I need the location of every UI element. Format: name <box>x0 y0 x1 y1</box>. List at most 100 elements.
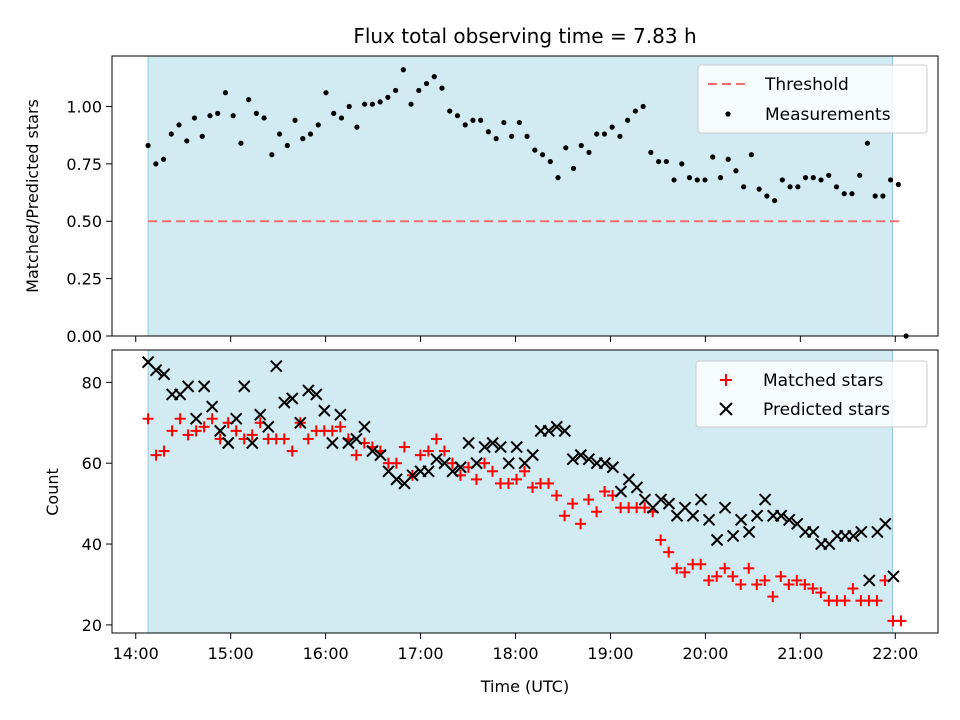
matched-star-point <box>326 425 338 437</box>
top-y-ticks: 0.00 0.25 0.50 0.75 1.00 <box>66 97 112 346</box>
measurement-point <box>524 133 530 139</box>
matched-star-point <box>559 510 571 522</box>
measurement-point <box>423 80 430 87</box>
predicted-star-point <box>726 529 740 543</box>
measurement-point <box>230 113 236 119</box>
matched-star-point <box>743 562 755 574</box>
measurement-point <box>802 175 809 181</box>
measurement-point <box>408 101 414 107</box>
measurement-point <box>818 177 824 183</box>
matched-star-point <box>711 570 723 582</box>
top-axes-frame <box>111 55 939 337</box>
measurement-point <box>609 124 615 130</box>
legend-predicted-swatch <box>719 402 733 416</box>
y-tick-label: 80 <box>82 373 102 392</box>
bottom-y-ticks: 20 40 60 80 <box>82 373 112 635</box>
matched-star-point <box>815 587 827 599</box>
predicted-star-point <box>366 444 379 458</box>
matched-star-point <box>230 425 242 437</box>
measurement-point <box>810 175 816 181</box>
matched-star-point <box>286 445 298 457</box>
measurement-point <box>323 90 329 96</box>
predicted-star-point <box>286 392 299 405</box>
matched-star-point <box>190 425 202 437</box>
measurement-point <box>431 74 437 80</box>
matched-star-point <box>655 534 667 546</box>
measurement-point <box>601 131 608 137</box>
measurement-point <box>795 184 801 190</box>
matched-star-point <box>791 574 803 586</box>
matched-star-point <box>511 473 523 485</box>
predicted-star-point <box>422 465 435 478</box>
matched-star-point <box>503 477 515 489</box>
measurement-point <box>648 149 654 155</box>
predicted-star-point <box>270 359 283 373</box>
measurement-point <box>369 101 375 107</box>
measurement-point <box>849 191 855 197</box>
measurement-point <box>501 119 507 126</box>
measurement-point <box>578 142 584 149</box>
measurement-point <box>586 149 592 155</box>
predicted-star-point <box>702 513 716 527</box>
predicted-star-point <box>238 380 251 393</box>
measurement-point <box>833 184 840 190</box>
bottom-x-ticks: 14:00 15:00 16:00 17:00 18:00 19:00 20:00 21:00… <box>113 633 918 663</box>
bottom-legend-box <box>695 360 928 428</box>
predicted-star-point <box>189 412 203 425</box>
predicted-star-point <box>254 408 267 421</box>
matched-star-point <box>470 473 482 485</box>
matched-star-point <box>150 449 162 461</box>
matched-star-point <box>350 449 362 461</box>
predicted-star-point <box>454 461 467 474</box>
legend-measurements-label: Measurements <box>765 105 891 125</box>
matched-star-point <box>895 615 907 627</box>
measurement-point <box>748 152 755 158</box>
legend-measurements-swatch <box>725 111 731 117</box>
measurement-point <box>346 103 352 110</box>
measurement-point <box>362 101 368 107</box>
matched-star-point <box>422 445 434 457</box>
predicted-star-point <box>566 452 580 466</box>
measurement-point <box>191 115 198 121</box>
top-legend-box <box>697 64 928 134</box>
measurement-point <box>679 161 685 167</box>
measurement-point <box>238 140 244 146</box>
matched-star-point <box>142 413 154 425</box>
measurement-point <box>787 184 793 190</box>
measurement-point <box>617 133 623 139</box>
matched-star-point <box>246 429 258 441</box>
measurement-point <box>756 186 762 192</box>
matched-star-point <box>695 558 707 570</box>
measurement-point <box>710 154 716 160</box>
matched-star-point <box>807 583 819 595</box>
predicted-star-point <box>526 448 539 462</box>
matched-star-point <box>527 481 539 493</box>
measurement-point <box>733 168 739 174</box>
matched-star-point <box>871 595 883 607</box>
measurement-point <box>222 90 229 96</box>
predicted-star-point <box>310 388 323 401</box>
predicted-star-point <box>807 525 820 539</box>
matched-star-point <box>278 433 290 445</box>
x-tick-label: 15:00 <box>208 644 254 663</box>
measurement-point <box>300 136 306 142</box>
matched-star-point <box>519 465 531 477</box>
matched-star-point <box>703 574 715 586</box>
measurement-point <box>331 110 337 116</box>
measurement-point <box>725 156 731 162</box>
predicted-star-point <box>630 481 644 494</box>
matched-star-point <box>543 477 555 489</box>
predicted-star-point <box>598 456 612 470</box>
predicted-star-point <box>758 493 772 506</box>
measurements-points <box>145 67 909 339</box>
measurement-point <box>454 113 461 119</box>
measurement-point <box>315 122 321 128</box>
predicted-star-point <box>542 424 555 438</box>
measurement-point <box>509 133 515 139</box>
measurement-point <box>872 193 878 199</box>
predicted-star-point <box>462 436 475 450</box>
measurement-point <box>307 131 314 137</box>
measurement-point <box>640 103 646 110</box>
measurement-point <box>207 113 213 119</box>
measurement-point <box>338 115 345 121</box>
